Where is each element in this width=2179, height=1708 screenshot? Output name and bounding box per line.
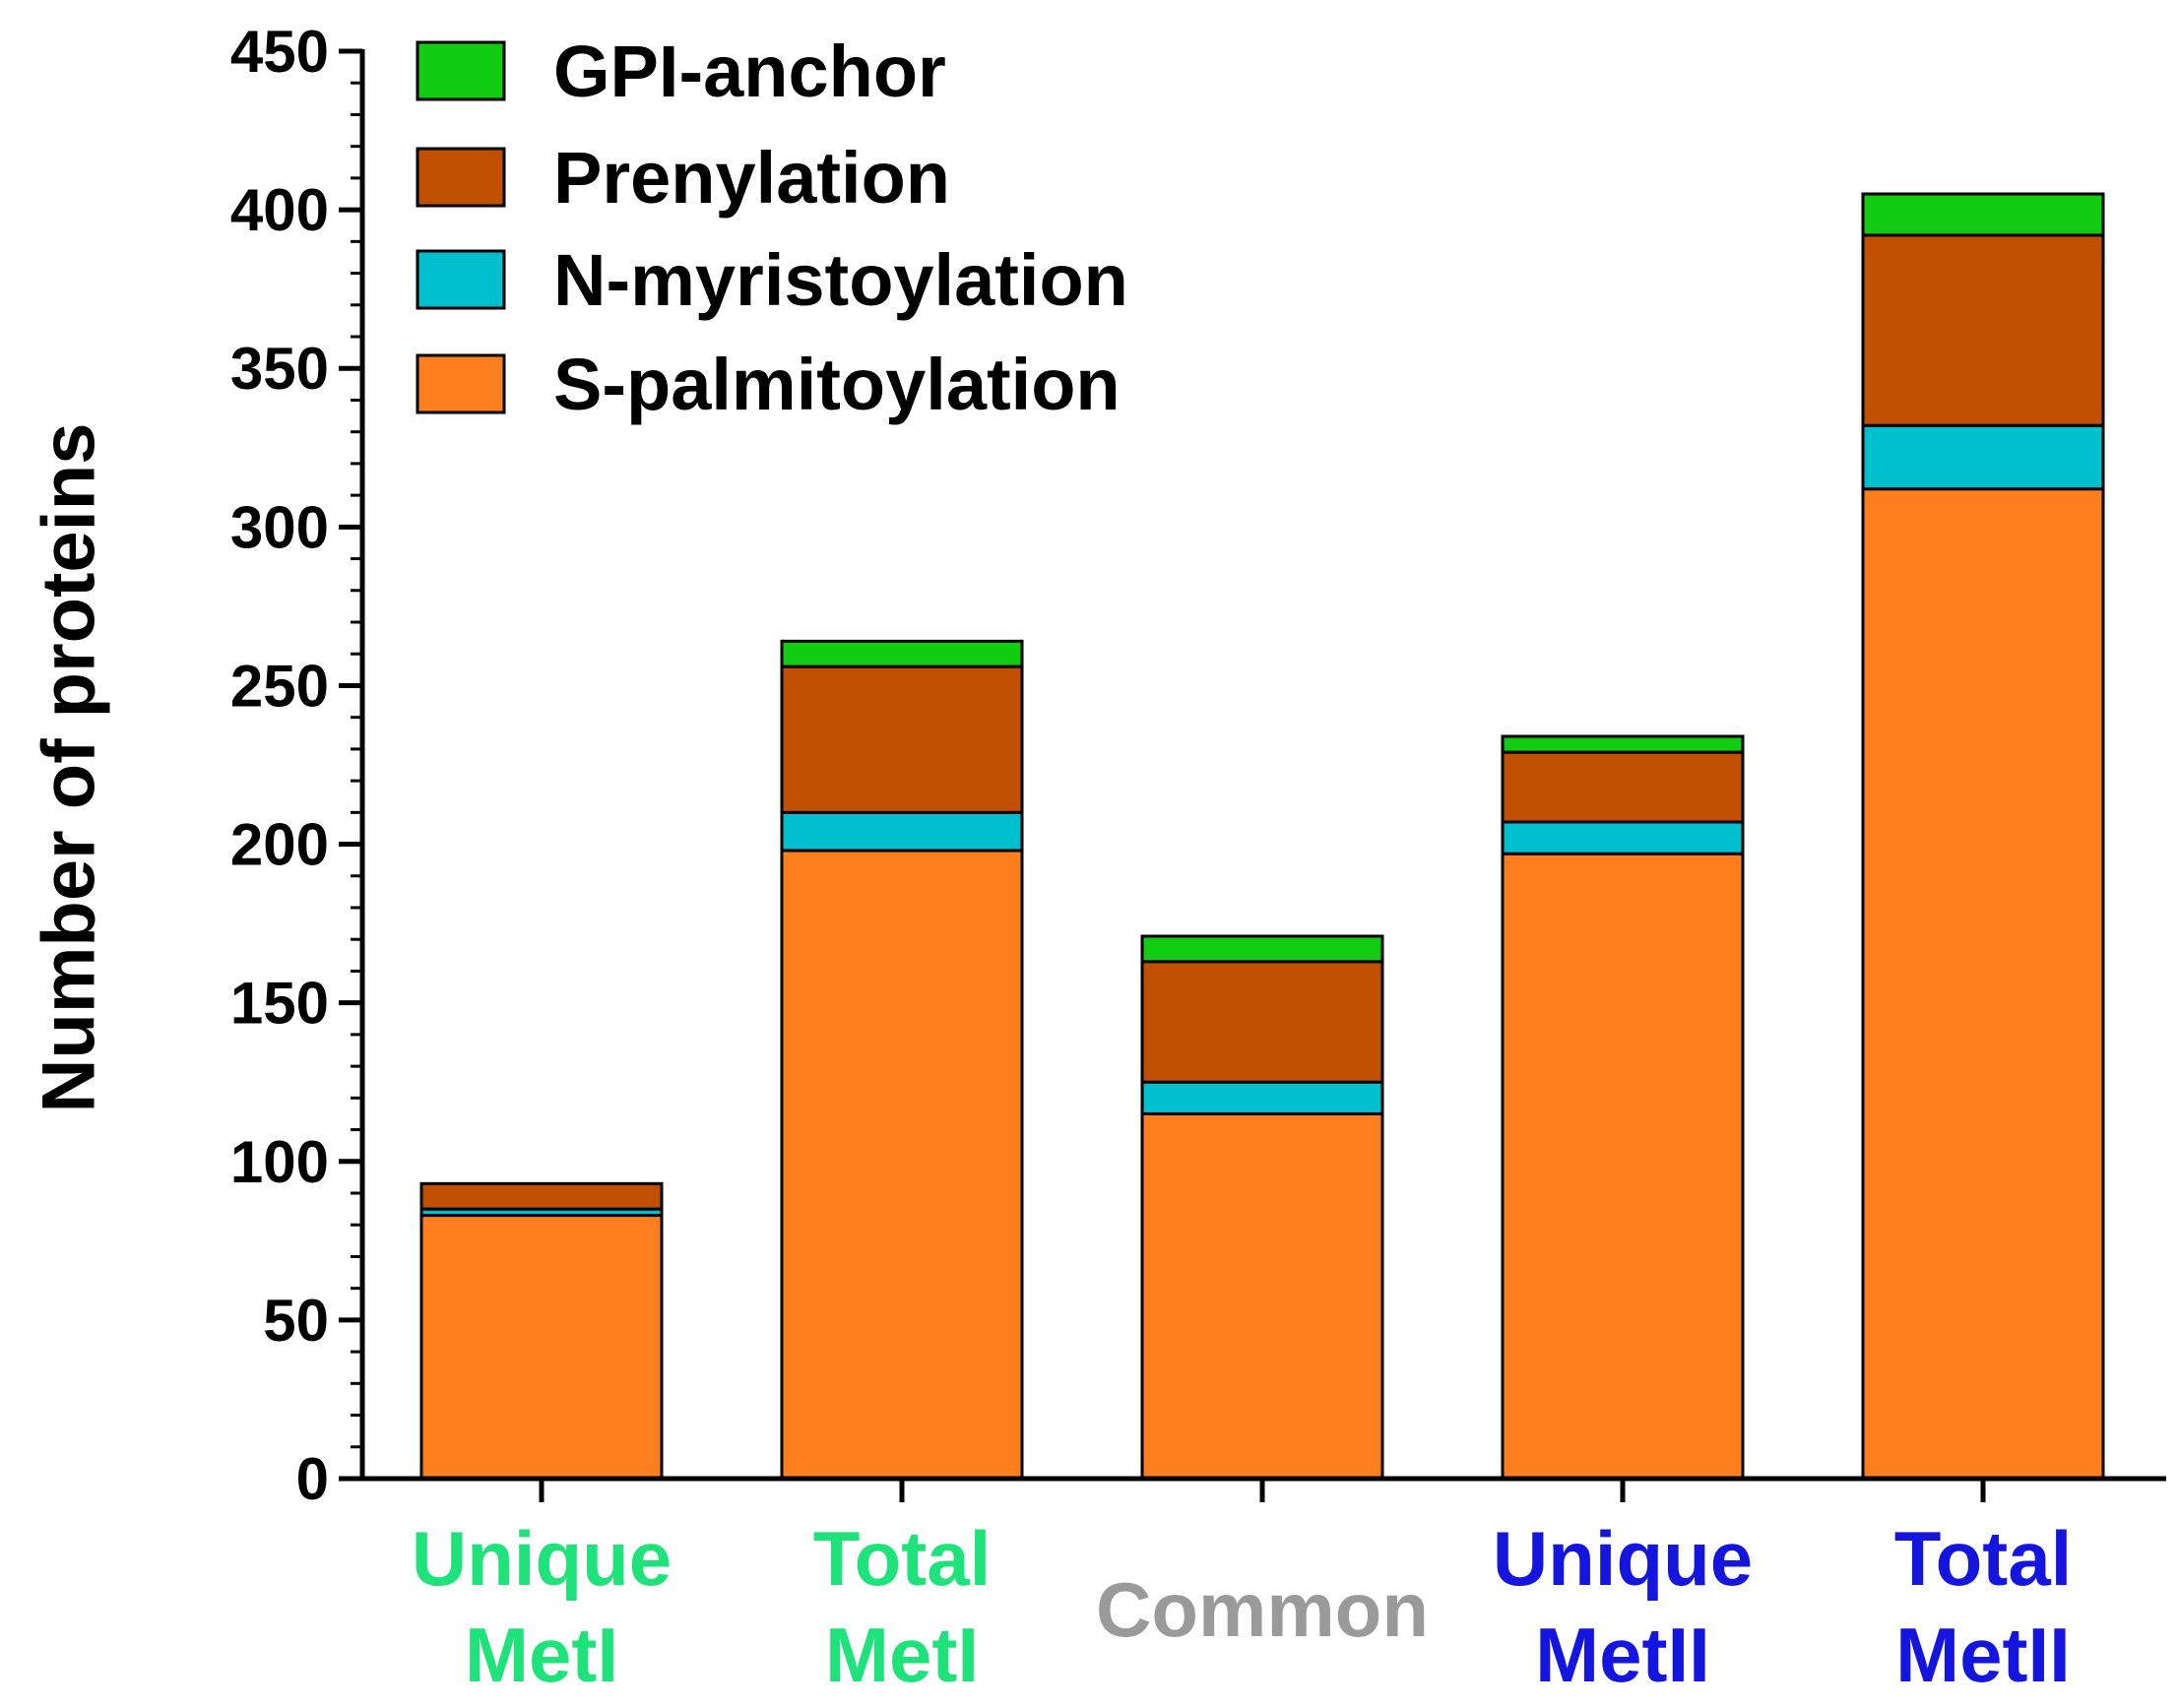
y-tick-label: 100 — [230, 1129, 329, 1195]
category-label-line: Unique — [1493, 1515, 1753, 1602]
y-tick-label: 200 — [230, 812, 329, 878]
legend-label-n-myristoylation: N-myristoylation — [553, 239, 1128, 321]
category-label-line: Total — [813, 1515, 992, 1602]
y-tick-label: 50 — [263, 1288, 329, 1354]
y-axis-title-box: Number of proteins — [20, 374, 118, 1162]
bar-segment-prenylation-5 — [1861, 233, 2105, 427]
bars-layer — [419, 192, 2105, 1481]
legend-label-prenylation: Prenylation — [553, 137, 950, 219]
y-tick-label: 350 — [230, 336, 329, 402]
bar-segment-prenylation-4 — [1501, 750, 1745, 824]
legend-swatch-prenylation — [416, 147, 506, 208]
category-label-line: MetI — [825, 1612, 979, 1698]
bar-segment-gpi-anchor-2 — [780, 639, 1024, 668]
bar-segment-n-myristoylation-3 — [1140, 1080, 1384, 1115]
category-label-line: MetI — [465, 1612, 618, 1698]
bar-segment-n-myristoylation-4 — [1501, 820, 1745, 855]
category-labels: Unique MetI Total MetI Common Unique MetII Tota… — [412, 1515, 2072, 1698]
bar-segment-s-palmitoylation-2 — [780, 849, 1024, 1481]
bar-segment-gpi-anchor-3 — [1140, 934, 1384, 964]
category-label: Common — [1096, 1566, 1429, 1653]
bar-segment-prenylation-2 — [780, 664, 1024, 814]
bar-segment-n-myristoylation-5 — [1861, 423, 2105, 491]
bar-segment-gpi-anchor-5 — [1861, 192, 2105, 237]
legend-label-s-palmitoylation: S-palmitoylation — [553, 344, 1121, 425]
y-tick-label: 450 — [230, 19, 329, 85]
bar-segment-n-myristoylation-2 — [780, 810, 1024, 853]
legend-swatch-s-palmitoylation — [416, 353, 506, 414]
y-tick-label: 150 — [230, 971, 329, 1037]
bar-segment-s-palmitoylation-5 — [1861, 487, 2105, 1481]
bar-segment-s-palmitoylation-4 — [1501, 852, 1745, 1481]
legend-swatch-n-myristoylation — [416, 249, 506, 310]
legend-swatch-gpi-anchor — [416, 40, 506, 101]
y-tick-label: 250 — [230, 653, 329, 719]
category-label-line: Total — [1894, 1515, 2073, 1602]
category-label-line: MetII — [1895, 1612, 2071, 1698]
bar-segment-prenylation-3 — [1140, 960, 1384, 1084]
y-tick-label: 400 — [230, 177, 329, 243]
y-tick-label: 300 — [230, 494, 329, 560]
category-label-line: MetII — [1535, 1612, 1710, 1698]
bar-segment-prenylation-1 — [419, 1181, 664, 1211]
axes-layer: 0 50 100 150 200 250 300 350 400 450 — [230, 19, 2166, 1512]
bar-segment-s-palmitoylation-3 — [1140, 1111, 1384, 1481]
y-axis-title: Number of proteins — [27, 422, 111, 1113]
legend: GPI-anchor Prenylation N-myristoylation S-p… — [416, 31, 1128, 425]
category-label-line: Unique — [412, 1515, 672, 1602]
legend-label-gpi-anchor: GPI-anchor — [553, 31, 946, 112]
y-tick-label: 0 — [296, 1446, 329, 1512]
bar-segment-s-palmitoylation-1 — [419, 1214, 664, 1481]
bar-segment-gpi-anchor-4 — [1501, 734, 1745, 754]
